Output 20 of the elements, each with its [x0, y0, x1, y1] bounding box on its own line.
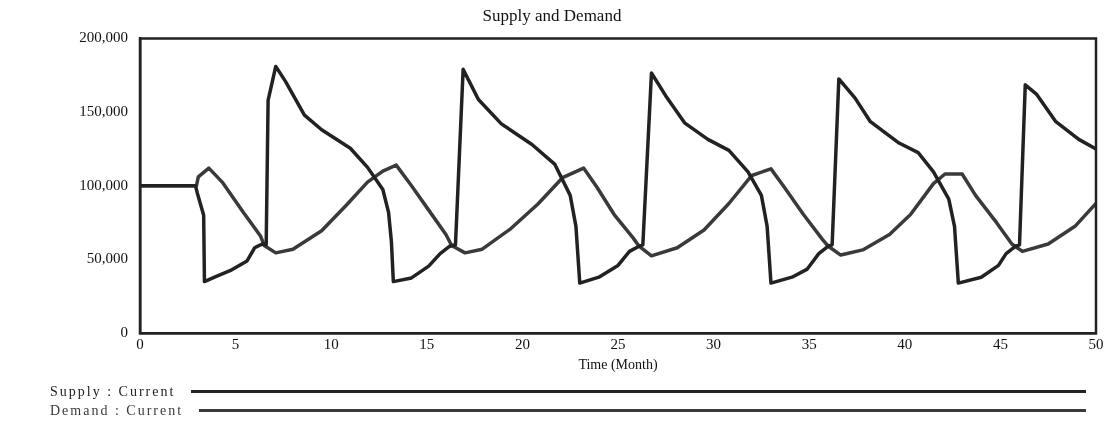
x-axis-title: Time (Month) — [578, 357, 658, 374]
y-tick-label: 50,000 — [86, 250, 128, 267]
x-tick-label: 25 — [610, 336, 626, 353]
y-tick-label: 150,000 — [79, 103, 128, 120]
x-tick-label: 35 — [801, 336, 817, 353]
x-tick-label: 20 — [514, 336, 530, 353]
x-tick-label: 30 — [706, 336, 722, 353]
text: Demand : Current — [50, 402, 184, 419]
x-tick-label: 15 — [419, 336, 435, 353]
x-tick-label: 10 — [323, 336, 339, 353]
y-tick-label: 100,000 — [79, 176, 128, 193]
chart-title: Supply and Demand — [482, 5, 622, 25]
y-tick-label: 0 — [120, 324, 128, 341]
x-tick-label: 0 — [136, 336, 144, 353]
x-tick-label: 40 — [897, 336, 913, 353]
x-tick-label: 45 — [992, 336, 1008, 353]
text: Supply : Current — [50, 383, 176, 400]
x-tick-label: 50 — [1088, 336, 1104, 353]
y-tick-label: 200,000 — [79, 29, 128, 46]
x-tick-label: 5 — [231, 336, 240, 353]
